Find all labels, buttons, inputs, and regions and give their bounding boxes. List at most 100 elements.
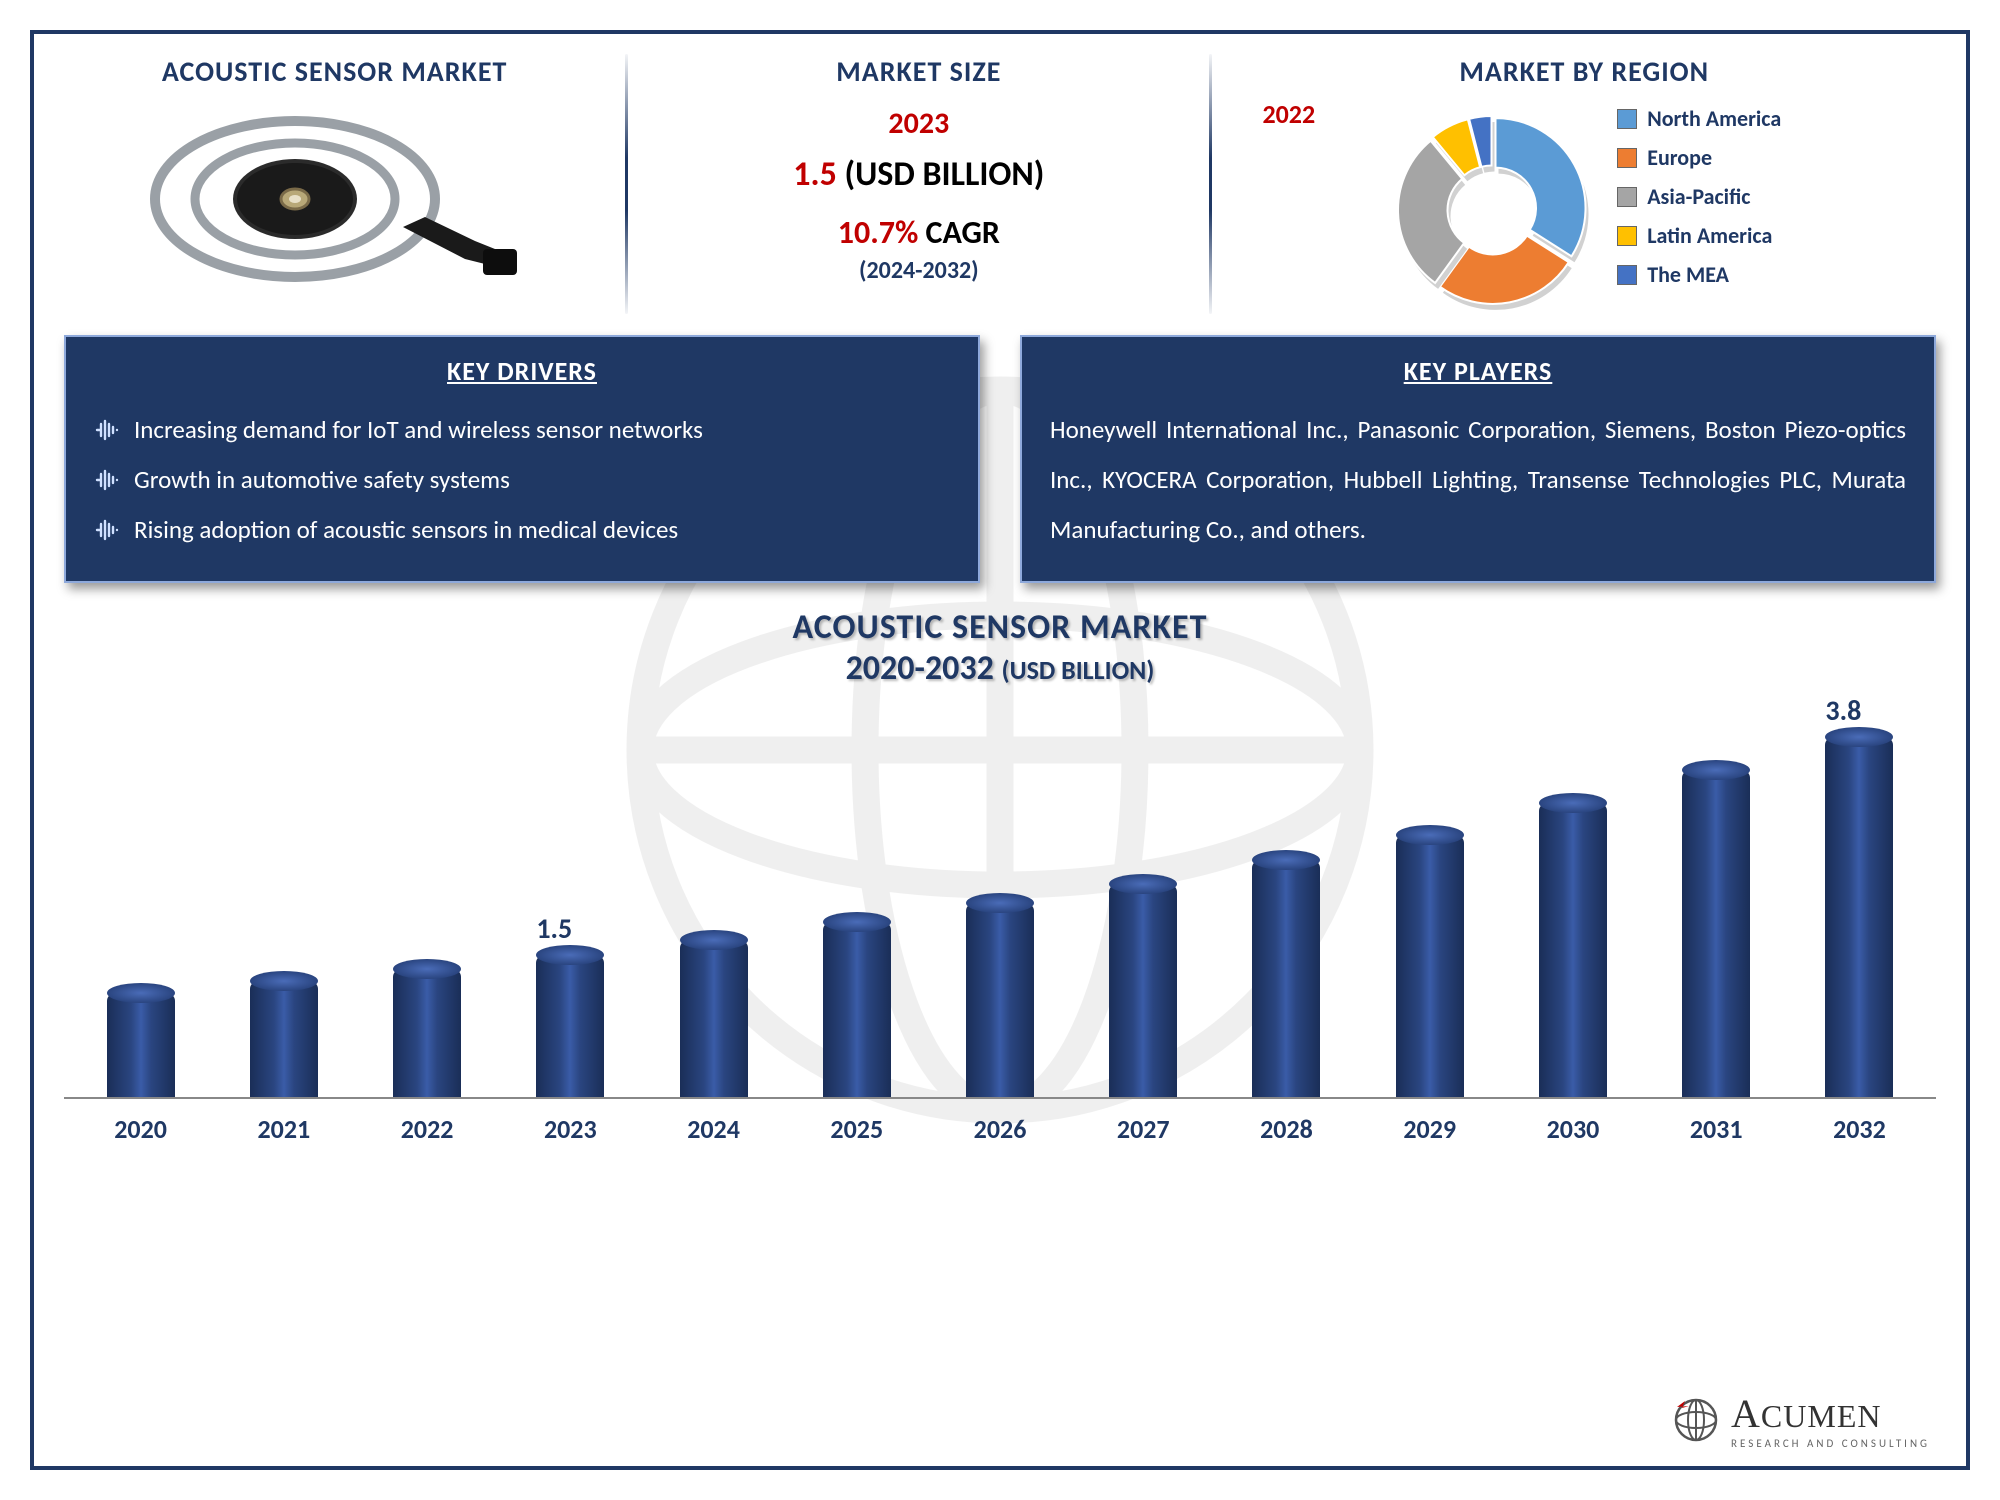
bar — [1396, 835, 1464, 1097]
info-cards: KEY DRIVERS Increasing demand for IoT an… — [64, 335, 1936, 583]
region-year: 2022 — [1262, 98, 1315, 130]
bar — [680, 940, 748, 1097]
brand-logo: ACUMEN RESEARCH AND CONSULTING — [1671, 1390, 1930, 1450]
sound-wave-icon — [94, 467, 120, 493]
globe-icon — [1671, 1395, 1721, 1445]
key-drivers-card: KEY DRIVERS Increasing demand for IoT an… — [64, 335, 980, 583]
bar-column — [380, 699, 473, 1097]
legend-label: North America — [1647, 105, 1781, 132]
bar-column — [667, 699, 760, 1097]
bar — [1109, 884, 1177, 1097]
bar — [1252, 860, 1320, 1097]
bar-xlabel: 2020 — [94, 1113, 187, 1145]
product-column: ACOUSTIC SENSOR MARKET — [64, 54, 605, 315]
key-players-card: KEY PLAYERS Honeywell International Inc.… — [1020, 335, 1936, 583]
bar-xlabel: 2022 — [380, 1113, 473, 1145]
brand-tagline: RESEARCH AND CONSULTING — [1731, 1437, 1930, 1450]
legend-label: The MEA — [1647, 261, 1729, 288]
chart-title-line1: ACOUSTIC SENSOR MARKET — [64, 607, 1936, 648]
region-content: North America Europe Asia-Pacific Latin Ame… — [1387, 105, 1781, 315]
market-size-year: 2023 — [888, 105, 949, 142]
bar — [1682, 770, 1750, 1097]
sensor-image — [145, 99, 525, 299]
market-size-cagr: 10.7% CAGR — [838, 213, 1000, 252]
bar-xlabel: 2030 — [1526, 1113, 1619, 1145]
bar-chart-title: ACOUSTIC SENSOR MARKET 2020-2032 (USD BI… — [64, 607, 1936, 689]
product-title: ACOUSTIC SENSOR MARKET — [162, 54, 508, 89]
chart-title-line2: 2020-2032 (USD BILLION) — [64, 648, 1936, 689]
bar-chart-xlabels: 2020202120222023202420252026202720282029… — [64, 1099, 1936, 1145]
bar — [250, 981, 318, 1097]
legend-swatch — [1617, 265, 1637, 285]
bar — [107, 993, 175, 1097]
bar: 3.8 — [1825, 737, 1893, 1098]
bar-value-label: 3.8 — [1825, 693, 1861, 728]
market-size-title: MARKET SIZE — [836, 54, 1001, 89]
bar-xlabel: 2027 — [1097, 1113, 1190, 1145]
bar — [393, 969, 461, 1097]
bar-column — [953, 699, 1046, 1097]
bar-column — [810, 699, 903, 1097]
region-title: MARKET BY REGION — [1459, 54, 1709, 89]
region-column: MARKET BY REGION 2022 North America Europ… — [1232, 54, 1936, 315]
bar-column: 1.5 — [524, 699, 617, 1097]
market-size-period: (2024-2032) — [859, 256, 979, 285]
market-size-value: 1.5 (USD BILLION) — [793, 154, 1044, 195]
region-legend: North America Europe Asia-Pacific Latin Ame… — [1617, 105, 1781, 288]
bar-column — [1097, 699, 1190, 1097]
bar-xlabel: 2029 — [1383, 1113, 1476, 1145]
legend-label: Asia-Pacific — [1647, 183, 1750, 210]
legend-swatch — [1617, 226, 1637, 246]
donut-chart — [1387, 105, 1597, 315]
sound-wave-icon — [94, 417, 120, 443]
bar-xlabel: 2021 — [237, 1113, 330, 1145]
bar-column: 3.8 — [1813, 699, 1906, 1097]
vertical-divider — [1209, 54, 1212, 314]
driver-item: Rising adoption of acoustic sensors in m… — [94, 505, 950, 555]
driver-text: Increasing demand for IoT and wireless s… — [134, 405, 703, 455]
bar-column — [1240, 699, 1333, 1097]
bar-xlabel: 2028 — [1240, 1113, 1333, 1145]
bar-xlabel: 2026 — [953, 1113, 1046, 1145]
driver-text: Rising adoption of acoustic sensors in m… — [134, 505, 678, 555]
bar-column — [1670, 699, 1763, 1097]
driver-item: Increasing demand for IoT and wireless s… — [94, 405, 950, 455]
legend-swatch — [1617, 187, 1637, 207]
chart-title-unit: (USD BILLION) — [1002, 654, 1155, 686]
driver-item: Growth in automotive safety systems — [94, 455, 950, 505]
legend-swatch — [1617, 109, 1637, 129]
bar-xlabel: 2025 — [810, 1113, 903, 1145]
bar-chart: 1.5 3.8 — [64, 699, 1936, 1099]
key-players-title: KEY PLAYERS — [1050, 355, 1906, 387]
legend-label: Latin America — [1647, 222, 1772, 249]
bar — [1539, 803, 1607, 1097]
bar-xlabel: 2031 — [1670, 1113, 1763, 1145]
bar — [823, 922, 891, 1097]
bar-xlabel: 2024 — [667, 1113, 760, 1145]
bar-column — [1526, 699, 1619, 1097]
key-drivers-title: KEY DRIVERS — [94, 355, 950, 387]
brand-text: ACUMEN RESEARCH AND CONSULTING — [1731, 1390, 1930, 1450]
brand-name: ACUMEN — [1731, 1390, 1930, 1437]
legend-item: The MEA — [1617, 261, 1781, 288]
cagr-value: 10.7% — [838, 213, 919, 252]
vertical-divider — [625, 54, 628, 314]
drivers-list: Increasing demand for IoT and wireless s… — [94, 405, 950, 555]
donut-segment — [1496, 118, 1586, 256]
legend-label: Europe — [1647, 144, 1712, 171]
market-size-number: 1.5 — [793, 154, 837, 195]
chart-title-range: 2020-2032 — [846, 648, 994, 689]
legend-item: Asia-Pacific — [1617, 183, 1781, 210]
infographic-frame: ACOUSTIC SENSOR MARKET MARKET SIZE 2023 — [30, 30, 1970, 1470]
key-players-text: Honeywell International Inc., Panasonic … — [1050, 405, 1906, 555]
driver-text: Growth in automotive safety systems — [134, 455, 510, 505]
market-size-column: MARKET SIZE 2023 1.5 (USD BILLION) 10.7%… — [648, 54, 1189, 315]
legend-item: Latin America — [1617, 222, 1781, 249]
market-size-unit: (USD BILLION) — [844, 154, 1044, 195]
legend-swatch — [1617, 148, 1637, 168]
legend-item: North America — [1617, 105, 1781, 132]
bar: 1.5 — [536, 955, 604, 1097]
bar-xlabel: 2032 — [1813, 1113, 1906, 1145]
bar-value-label: 1.5 — [536, 911, 572, 946]
legend-item: Europe — [1617, 144, 1781, 171]
